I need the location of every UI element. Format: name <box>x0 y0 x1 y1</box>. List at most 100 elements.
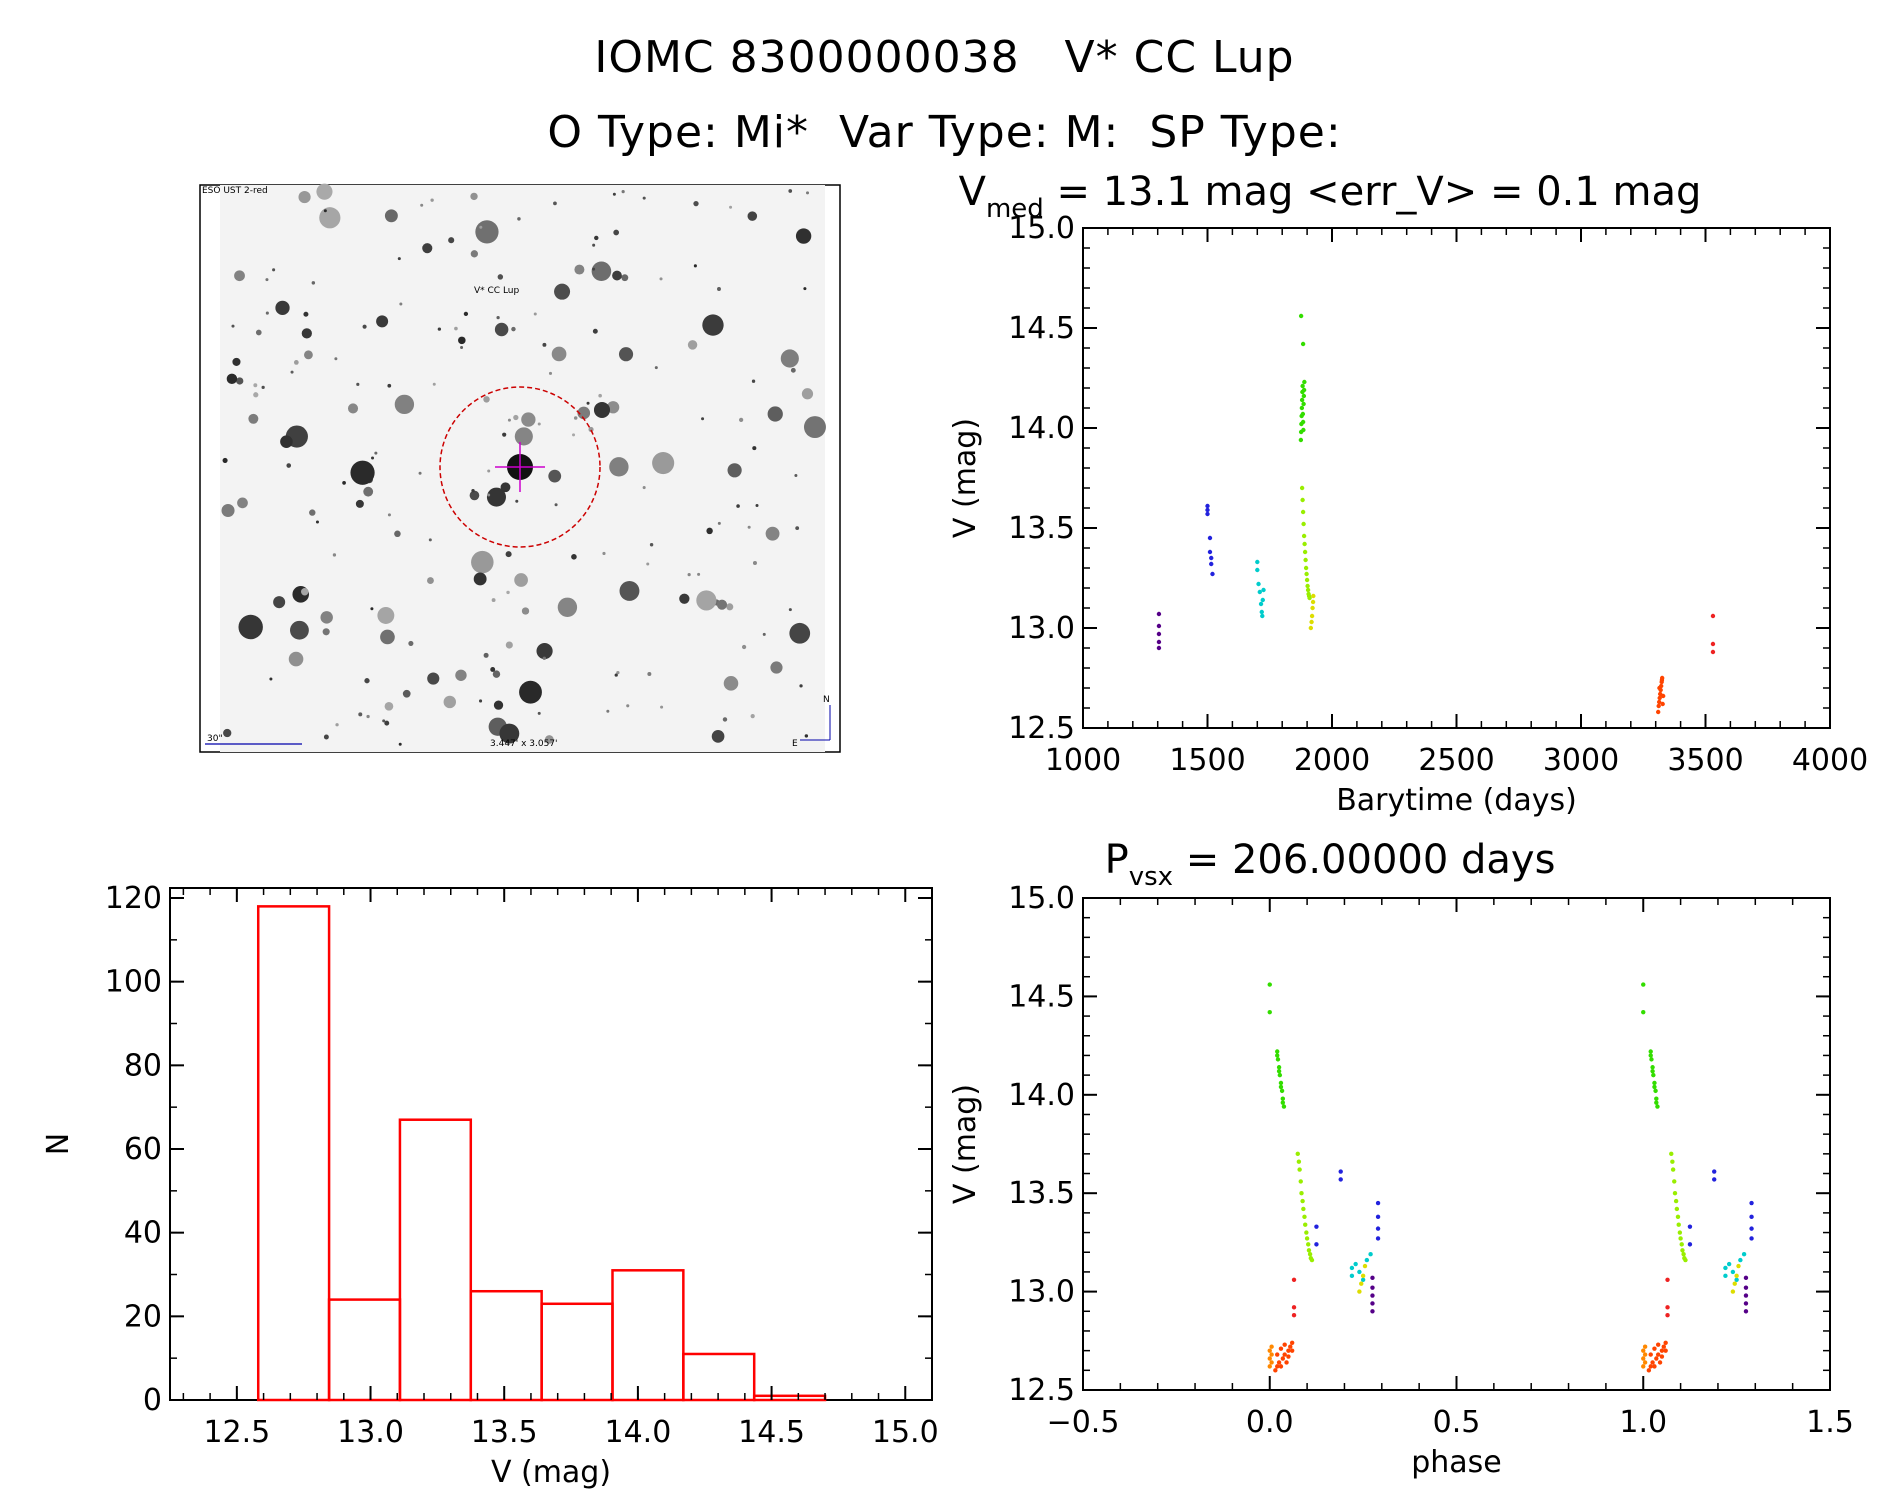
finder-star <box>594 235 599 241</box>
data-point <box>1353 1261 1358 1267</box>
plot-frame <box>169 887 933 1401</box>
data-point <box>1156 611 1162 617</box>
data-point <box>1311 593 1316 599</box>
finder-star <box>649 543 654 547</box>
finder-star <box>355 499 364 508</box>
y-tick-label: 13.5 <box>1008 511 1075 546</box>
x-tick-label: 1.0 <box>1619 1405 1667 1440</box>
data-point <box>1712 1177 1717 1182</box>
finder-star <box>693 264 697 268</box>
finder-star <box>727 463 742 478</box>
finder-star <box>616 670 620 675</box>
y-tick-label: 13.0 <box>1008 1275 1075 1310</box>
finder-star <box>304 350 313 360</box>
finder-star <box>553 201 557 206</box>
data-point <box>1269 1344 1274 1349</box>
finder-star <box>248 413 259 424</box>
finder-star <box>521 607 530 615</box>
finder-star <box>470 250 478 258</box>
finder-star <box>418 471 422 475</box>
data-point <box>1655 1342 1661 1347</box>
data-point <box>1278 1364 1284 1369</box>
data-point <box>1306 1248 1312 1253</box>
data-point <box>1278 1084 1284 1090</box>
finder-star <box>275 300 290 315</box>
finder-star <box>320 611 333 624</box>
data-point <box>1273 1368 1278 1373</box>
finder-star <box>374 451 378 455</box>
finder-star <box>577 406 591 420</box>
data-point <box>1291 1277 1297 1282</box>
data-point <box>1278 1080 1284 1086</box>
data-point <box>1712 1169 1717 1174</box>
data-point <box>1642 1360 1648 1365</box>
finder-star <box>288 651 304 667</box>
data-point <box>1749 1226 1754 1231</box>
data-point <box>1280 1356 1286 1361</box>
finder-star <box>422 243 433 254</box>
finder-star <box>614 673 618 677</box>
data-point <box>1743 1275 1749 1281</box>
data-point <box>1289 1348 1295 1353</box>
finder-star <box>545 735 554 744</box>
data-point <box>1641 1348 1646 1353</box>
finder-star <box>551 346 567 362</box>
finder-star <box>301 328 312 339</box>
finder-star <box>621 190 625 194</box>
data-point <box>1269 1352 1274 1357</box>
finder-star <box>469 490 480 501</box>
finder-star <box>382 719 386 723</box>
finder-star <box>554 283 571 300</box>
finder-star <box>679 593 690 604</box>
finder-star <box>687 573 691 577</box>
y-tick-label: 100 <box>105 965 162 1000</box>
data-point <box>1649 1057 1654 1062</box>
y-tick-label: 13.5 <box>1008 1176 1075 1211</box>
data-point <box>1648 1352 1653 1357</box>
x-tick-label: 2000 <box>1294 743 1370 778</box>
x-tick-label: 0.5 <box>1433 1405 1481 1440</box>
finder-star <box>517 217 521 221</box>
finder-star <box>506 590 510 595</box>
data-point <box>1665 1277 1670 1282</box>
finder-star <box>519 680 542 704</box>
finder-star <box>513 414 519 421</box>
x-tick-label: 2500 <box>1418 743 1494 778</box>
data-point <box>1653 1088 1658 1094</box>
data-point <box>1648 1049 1653 1054</box>
finder-survey-label: ESO UST 2-red <box>202 186 268 196</box>
y-tick-label: 12.5 <box>1008 1373 1075 1408</box>
data-point <box>1277 1072 1283 1078</box>
data-point <box>1357 1289 1362 1294</box>
data-point <box>1275 1352 1280 1357</box>
data-point <box>1303 1222 1308 1227</box>
finder-star <box>642 196 646 200</box>
data-point <box>1370 1301 1375 1306</box>
data-point <box>1359 1281 1364 1286</box>
finder-star <box>790 367 796 373</box>
finder-star <box>795 526 800 531</box>
finder-star <box>612 192 616 196</box>
data-point <box>1375 1226 1381 1231</box>
data-point <box>1304 1230 1309 1235</box>
data-point <box>1305 587 1311 593</box>
finder-star <box>537 422 541 426</box>
finder-star <box>286 463 292 468</box>
data-point <box>1648 1364 1653 1369</box>
data-point <box>1650 1068 1655 1074</box>
finder-star <box>342 481 346 485</box>
finder-star <box>626 704 630 708</box>
finder-star <box>612 270 622 281</box>
finder-star <box>752 446 757 451</box>
y-tick-label: 14.0 <box>1008 1078 1075 1113</box>
data-point <box>1375 1214 1381 1220</box>
data-point <box>1743 1301 1749 1306</box>
finder-star <box>642 486 646 490</box>
x-tick-label: 14.5 <box>738 1415 805 1450</box>
data-point <box>1295 1151 1300 1157</box>
histogram-bar <box>540 1302 614 1402</box>
data-point <box>1267 1009 1272 1015</box>
finder-star <box>234 270 245 282</box>
finder-star <box>301 588 309 596</box>
data-point <box>1743 1293 1749 1298</box>
